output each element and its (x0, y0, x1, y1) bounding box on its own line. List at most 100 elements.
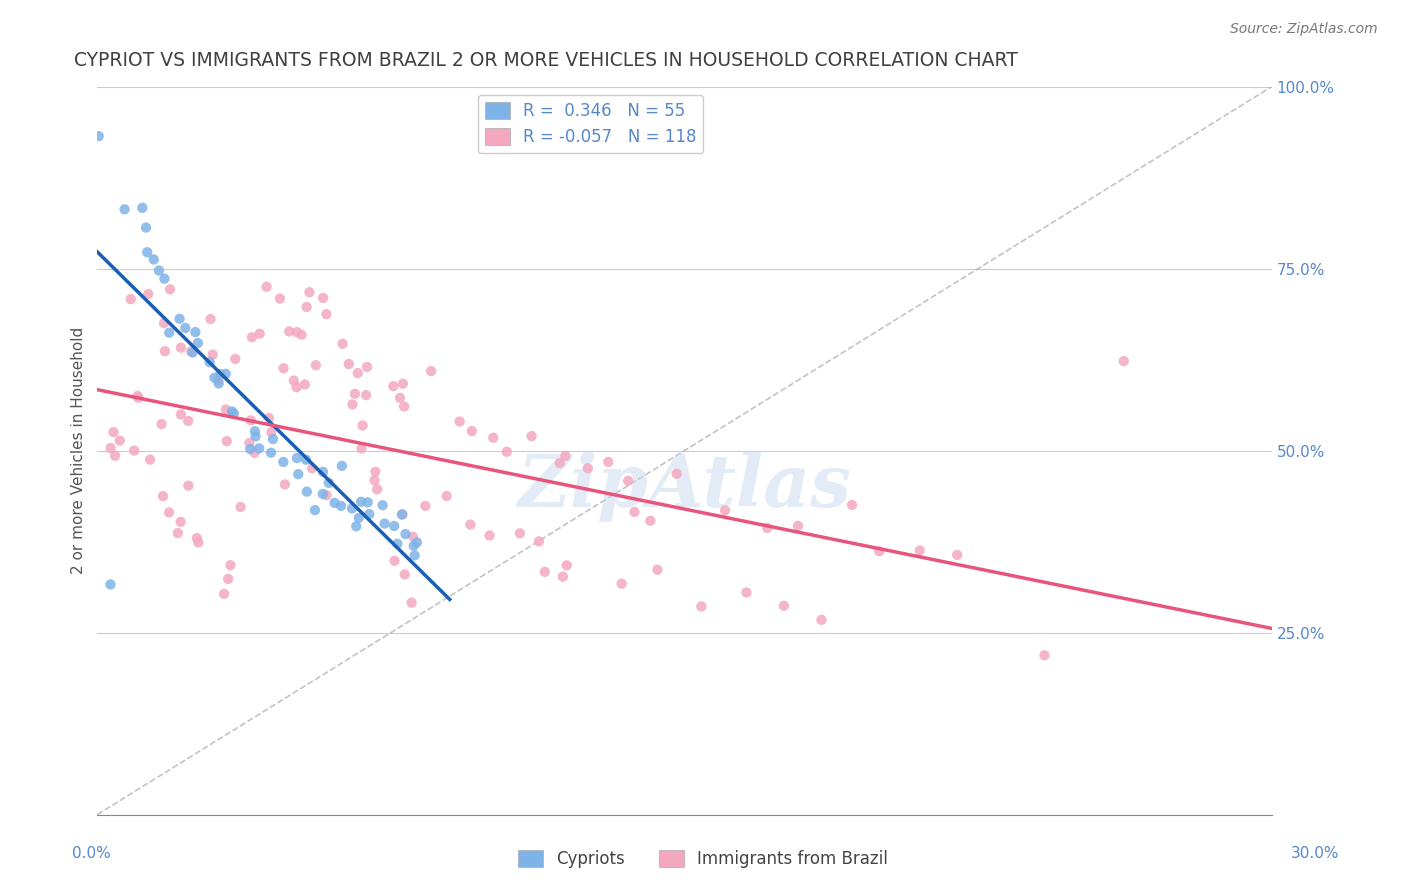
Point (387, 537, 409, 551)
Point (209, 367, 232, 381)
Point (394, 567, 416, 582)
Point (391, 508, 413, 522)
Point (245, 429, 267, 443)
Point (104, 449, 127, 463)
Point (647, 563, 669, 577)
Point (229, 500, 252, 514)
Point (100, 577, 122, 591)
Point (222, 407, 245, 421)
Point (810, 613, 832, 627)
Point (114, 202, 136, 217)
Point (841, 498, 863, 512)
Point (665, 467, 688, 481)
Point (527, 534, 550, 549)
Point (384, 554, 406, 568)
Point (436, 489, 458, 503)
Point (756, 521, 779, 535)
Point (224, 351, 246, 366)
Point (184, 325, 207, 339)
Point (304, 503, 326, 517)
Point (283, 374, 305, 388)
Point (100, 441, 122, 455)
Point (294, 377, 316, 392)
Point (170, 341, 193, 355)
Point (352, 418, 374, 433)
Point (576, 461, 599, 475)
Point (249, 326, 271, 341)
Point (239, 413, 262, 427)
Point (167, 526, 190, 541)
Point (202, 370, 225, 384)
Point (315, 488, 337, 502)
Point (257, 410, 280, 425)
Point (186, 531, 208, 545)
Point (323, 496, 346, 510)
Point (285, 380, 308, 394)
Text: 30.0%: 30.0% (1291, 846, 1339, 861)
Point (215, 402, 238, 417)
Point (159, 282, 181, 296)
Point (394, 527, 416, 541)
Text: Source: ZipAtlas.com: Source: ZipAtlas.com (1230, 22, 1378, 37)
Point (946, 548, 969, 562)
Point (402, 539, 425, 553)
Point (551, 569, 574, 583)
Point (330, 458, 353, 473)
Point (354, 388, 377, 402)
Point (391, 508, 413, 522)
Point (520, 429, 543, 443)
Point (356, 359, 378, 374)
Point (449, 415, 471, 429)
Point (301, 461, 323, 475)
Point (127, 391, 149, 405)
Point (200, 312, 222, 326)
Legend: R =  0.346   N = 55, R = -0.057   N = 118: R = 0.346 N = 55, R = -0.057 N = 118 (478, 95, 703, 153)
Text: CYPRIOT VS IMMIGRANTS FROM BRAZIL 2 OR MORE VEHICLES IN HOUSEHOLD CORRELATION CH: CYPRIOT VS IMMIGRANTS FROM BRAZIL 2 OR M… (75, 51, 1018, 70)
Point (364, 465, 387, 479)
Point (350, 442, 373, 456)
Point (127, 389, 149, 403)
Point (420, 364, 443, 378)
Point (122, 443, 145, 458)
Point (135, 220, 157, 235)
Point (274, 477, 297, 491)
Point (243, 424, 266, 438)
Point (208, 376, 231, 391)
Point (187, 535, 209, 549)
Point (247, 442, 270, 456)
Point (215, 367, 238, 381)
Point (350, 495, 373, 509)
Point (773, 599, 796, 613)
Point (374, 516, 396, 531)
Point (157, 505, 180, 519)
Point (131, 201, 153, 215)
Point (640, 514, 662, 528)
Point (868, 544, 890, 558)
Text: 0.0%: 0.0% (72, 846, 111, 861)
Point (239, 442, 262, 456)
Point (332, 336, 354, 351)
Point (169, 515, 191, 529)
Point (598, 455, 620, 469)
Point (610, 576, 633, 591)
Point (482, 431, 505, 445)
Point (1033, 648, 1056, 663)
Point (174, 321, 197, 335)
Point (312, 487, 335, 501)
Point (340, 501, 363, 516)
Point (343, 386, 366, 401)
Point (136, 245, 159, 260)
Point (153, 271, 176, 285)
Point (240, 330, 263, 344)
Point (142, 252, 165, 267)
Point (207, 374, 229, 388)
Point (617, 474, 640, 488)
Point (278, 325, 301, 339)
Point (735, 585, 758, 599)
Point (346, 366, 368, 380)
Point (382, 519, 405, 533)
Point (177, 478, 200, 492)
Text: ZipAtlas: ZipAtlas (517, 451, 852, 523)
Point (87, 129, 110, 144)
Point (623, 505, 645, 519)
